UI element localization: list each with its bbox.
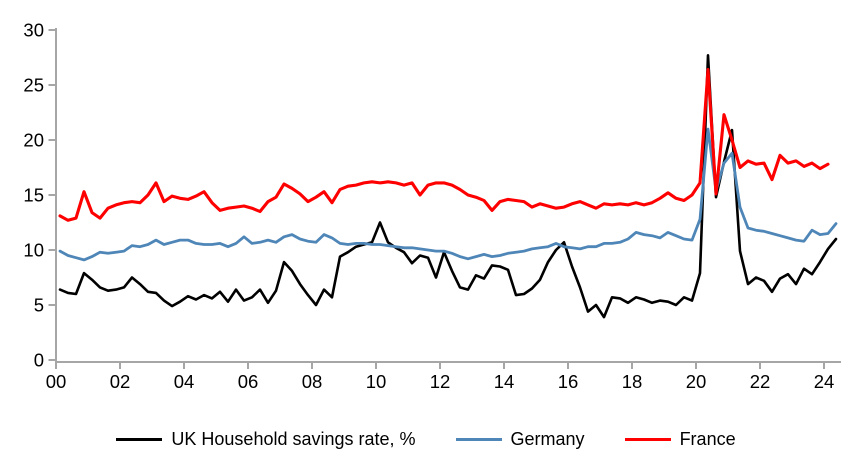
series-line-uk-household-savings-rate xyxy=(58,53,838,319)
x-axis-tick-label: 14 xyxy=(494,371,515,392)
x-axis-tick-label: 02 xyxy=(110,371,131,392)
x-axis-tick-label: 20 xyxy=(686,371,707,392)
y-axis-tick-label: 30 xyxy=(23,20,44,41)
legend-item-france: France xyxy=(624,429,736,450)
y-axis-tick-label: 25 xyxy=(23,75,44,96)
legend-item-germany: Germany xyxy=(455,429,585,450)
x-axis-tick-label: 06 xyxy=(238,371,259,392)
x-axis-tick-label: 04 xyxy=(174,371,195,392)
legend-line-swatch xyxy=(624,438,671,441)
x-axis-tick-label: 12 xyxy=(430,371,451,392)
x-axis-tick-label: 00 xyxy=(46,371,67,392)
x-axis-tick-label: 22 xyxy=(750,371,771,392)
chart-legend: UK Household savings rate, % Germany Franc… xyxy=(0,429,852,450)
y-axis-tick-label: 15 xyxy=(23,185,44,206)
legend-item-uk-household-savings-rate: UK Household savings rate, % xyxy=(116,429,416,450)
x-axis-tick-label: 08 xyxy=(302,371,323,392)
series-line-germany xyxy=(58,127,838,262)
legend-label: UK Household savings rate, % xyxy=(171,429,416,449)
series-line-france xyxy=(58,68,830,222)
y-axis-tick-label: 5 xyxy=(34,295,44,316)
legend-label: Germany xyxy=(510,429,585,449)
x-axis-tick-label: 24 xyxy=(814,371,835,392)
x-axis-tick-label: 18 xyxy=(622,371,643,392)
y-axis-tick-label: 10 xyxy=(23,240,44,261)
x-axis-tick-label: 10 xyxy=(366,371,387,392)
x-axis-tick-label: 16 xyxy=(558,371,579,392)
y-axis-tick-label: 0 xyxy=(34,350,44,371)
y-axis-tick-label: 20 xyxy=(23,130,44,151)
legend-line-swatch xyxy=(455,438,502,441)
legend-line-swatch xyxy=(116,438,163,441)
legend-label: France xyxy=(679,429,736,449)
